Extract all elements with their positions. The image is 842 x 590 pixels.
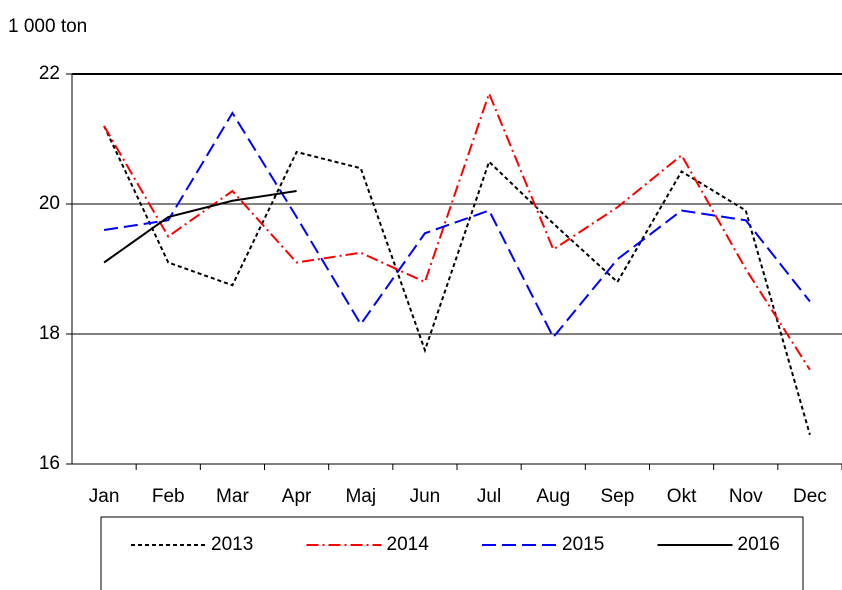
x-tick-label: Jun	[410, 486, 441, 507]
x-tick-label: Sep	[601, 486, 635, 507]
x-tick-label: Jan	[89, 486, 120, 507]
x-tick-label: Okt	[667, 486, 697, 507]
legend-label: 2015	[562, 534, 604, 555]
legend-box	[100, 516, 804, 590]
x-tick-label: Feb	[152, 486, 185, 507]
y-tick-label: 20	[39, 193, 60, 214]
x-tick-label: Dec	[793, 486, 827, 507]
series-line	[103, 111, 811, 340]
y-tick-label: 16	[39, 453, 60, 474]
x-tick-label: Apr	[282, 486, 312, 507]
legend-label: 2016	[738, 534, 780, 555]
legend-label: 2014	[387, 534, 430, 555]
series-line	[103, 190, 297, 264]
x-tick-label: Maj	[345, 486, 376, 507]
y-axis-unit: 1 000 ton	[8, 16, 87, 37]
x-tick-label: Aug	[536, 486, 570, 507]
series-line	[103, 90, 811, 371]
y-tick-label: 18	[39, 323, 60, 344]
y-tick-label: 22	[39, 63, 60, 84]
series-line	[103, 125, 811, 436]
x-tick-label: Mar	[216, 486, 249, 507]
x-tick-label: Jul	[477, 486, 501, 507]
x-tick-label: Nov	[729, 486, 763, 507]
legend-label: 2013	[211, 534, 253, 555]
